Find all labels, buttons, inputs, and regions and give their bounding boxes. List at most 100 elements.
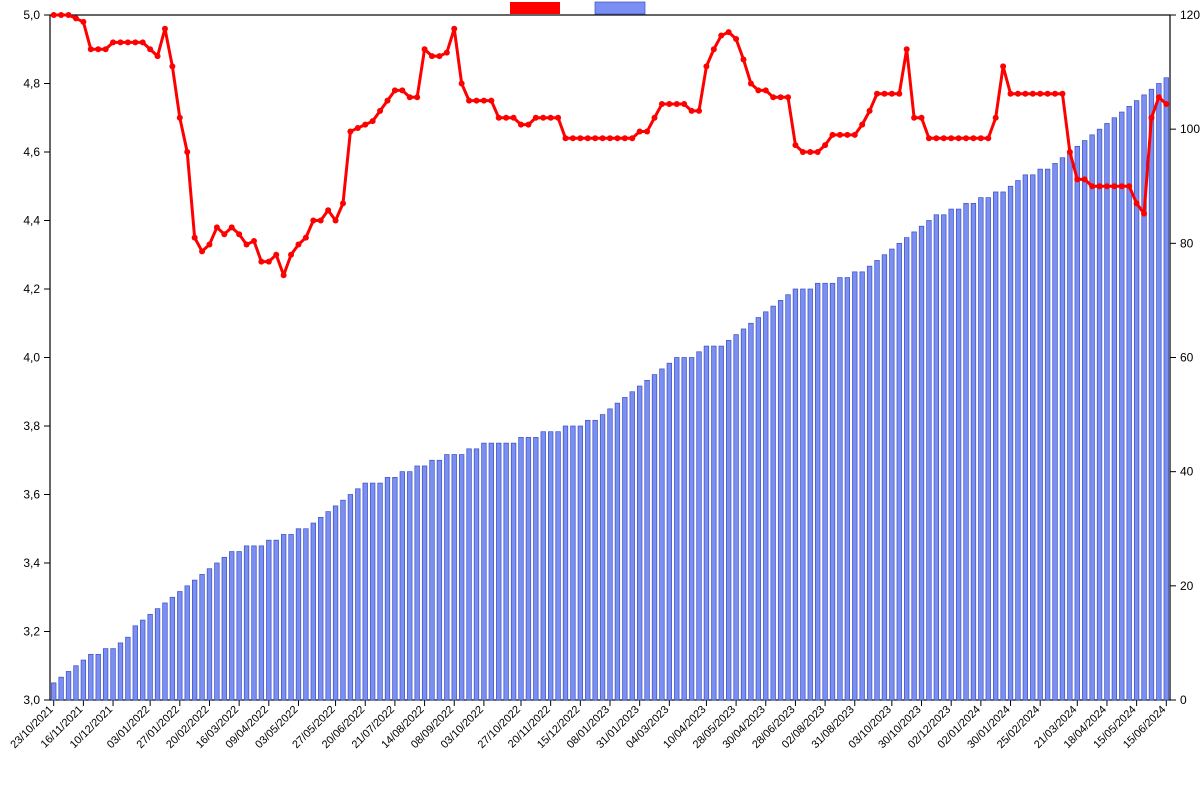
line-marker bbox=[481, 98, 487, 104]
line-marker bbox=[822, 142, 828, 148]
bar bbox=[652, 375, 657, 700]
bar bbox=[511, 443, 516, 700]
y-right-tick-label: 60 bbox=[1180, 351, 1194, 365]
line-marker bbox=[711, 46, 717, 52]
bar bbox=[927, 221, 932, 701]
line-marker bbox=[266, 259, 272, 265]
bar bbox=[971, 203, 976, 700]
bar bbox=[986, 198, 991, 700]
line-marker bbox=[73, 15, 79, 21]
bar bbox=[126, 637, 131, 700]
bar bbox=[178, 592, 183, 700]
line-marker bbox=[785, 94, 791, 100]
bar bbox=[956, 209, 961, 700]
bar bbox=[489, 443, 494, 700]
line-marker bbox=[770, 94, 776, 100]
bar bbox=[1157, 84, 1162, 701]
bar bbox=[96, 654, 101, 700]
bar bbox=[786, 295, 791, 700]
y-right-tick-label: 0 bbox=[1180, 693, 1187, 707]
bar bbox=[593, 420, 598, 700]
bar bbox=[200, 574, 205, 700]
line-marker bbox=[503, 115, 509, 121]
line-marker bbox=[741, 57, 747, 63]
y-left-tick-label: 4,2 bbox=[23, 282, 40, 296]
bar bbox=[749, 323, 754, 700]
line-marker bbox=[629, 135, 635, 141]
y-left-tick-label: 4,8 bbox=[23, 77, 40, 91]
bar bbox=[185, 586, 190, 700]
line-marker bbox=[1022, 91, 1028, 97]
line-marker bbox=[1045, 91, 1051, 97]
line-marker bbox=[748, 81, 754, 87]
bar bbox=[88, 654, 93, 700]
line-marker bbox=[800, 149, 806, 155]
y-right-tick-label: 80 bbox=[1180, 236, 1194, 250]
bar bbox=[482, 443, 487, 700]
line-marker bbox=[911, 115, 917, 121]
line-marker bbox=[273, 252, 279, 258]
bar bbox=[860, 272, 865, 700]
line-marker bbox=[1008, 91, 1014, 97]
line-marker bbox=[1163, 101, 1169, 107]
line-marker bbox=[303, 235, 309, 241]
bar bbox=[281, 534, 286, 700]
bar bbox=[548, 432, 553, 700]
line-marker bbox=[110, 39, 116, 45]
bar bbox=[1090, 135, 1095, 700]
line-marker bbox=[778, 94, 784, 100]
bar bbox=[838, 278, 843, 700]
line-marker bbox=[206, 241, 212, 247]
line-marker bbox=[236, 231, 242, 237]
bar bbox=[763, 312, 768, 700]
bar bbox=[667, 363, 672, 700]
line-marker bbox=[1126, 183, 1132, 189]
bar bbox=[660, 369, 665, 700]
line-marker bbox=[473, 98, 479, 104]
line-marker bbox=[488, 98, 494, 104]
legend-swatch-bar bbox=[595, 2, 645, 14]
bar bbox=[808, 289, 813, 700]
line-marker bbox=[355, 125, 361, 131]
bar bbox=[726, 340, 731, 700]
line-marker bbox=[970, 135, 976, 141]
bar bbox=[111, 649, 116, 700]
bar bbox=[1097, 129, 1102, 700]
bar bbox=[385, 477, 390, 700]
line-marker bbox=[985, 135, 991, 141]
line-marker bbox=[726, 29, 732, 35]
bar bbox=[1016, 181, 1021, 700]
line-marker bbox=[867, 108, 873, 114]
bar bbox=[585, 420, 590, 700]
line-marker bbox=[659, 101, 665, 107]
bar bbox=[623, 397, 628, 700]
line-marker bbox=[177, 115, 183, 121]
bar bbox=[1030, 175, 1035, 700]
line-marker bbox=[384, 98, 390, 104]
line-marker bbox=[162, 26, 168, 32]
bar bbox=[348, 495, 353, 701]
y-left-tick-label: 4,4 bbox=[23, 214, 40, 228]
line-marker bbox=[830, 132, 836, 138]
bar bbox=[534, 437, 539, 700]
bar bbox=[674, 358, 679, 701]
line-marker bbox=[80, 19, 86, 25]
bar bbox=[815, 283, 820, 700]
bar bbox=[793, 289, 798, 700]
line-marker bbox=[926, 135, 932, 141]
line-marker bbox=[229, 224, 235, 230]
line-series bbox=[54, 15, 1167, 275]
bar bbox=[949, 209, 954, 700]
bar bbox=[274, 540, 279, 700]
bar bbox=[474, 449, 479, 700]
line-marker bbox=[459, 81, 465, 87]
bar bbox=[326, 512, 331, 700]
line-marker bbox=[978, 135, 984, 141]
line-marker bbox=[933, 135, 939, 141]
bar bbox=[259, 546, 264, 700]
line-marker bbox=[288, 252, 294, 258]
line-marker bbox=[1052, 91, 1058, 97]
line-marker bbox=[755, 87, 761, 93]
bar bbox=[541, 432, 546, 700]
bar bbox=[170, 597, 175, 700]
